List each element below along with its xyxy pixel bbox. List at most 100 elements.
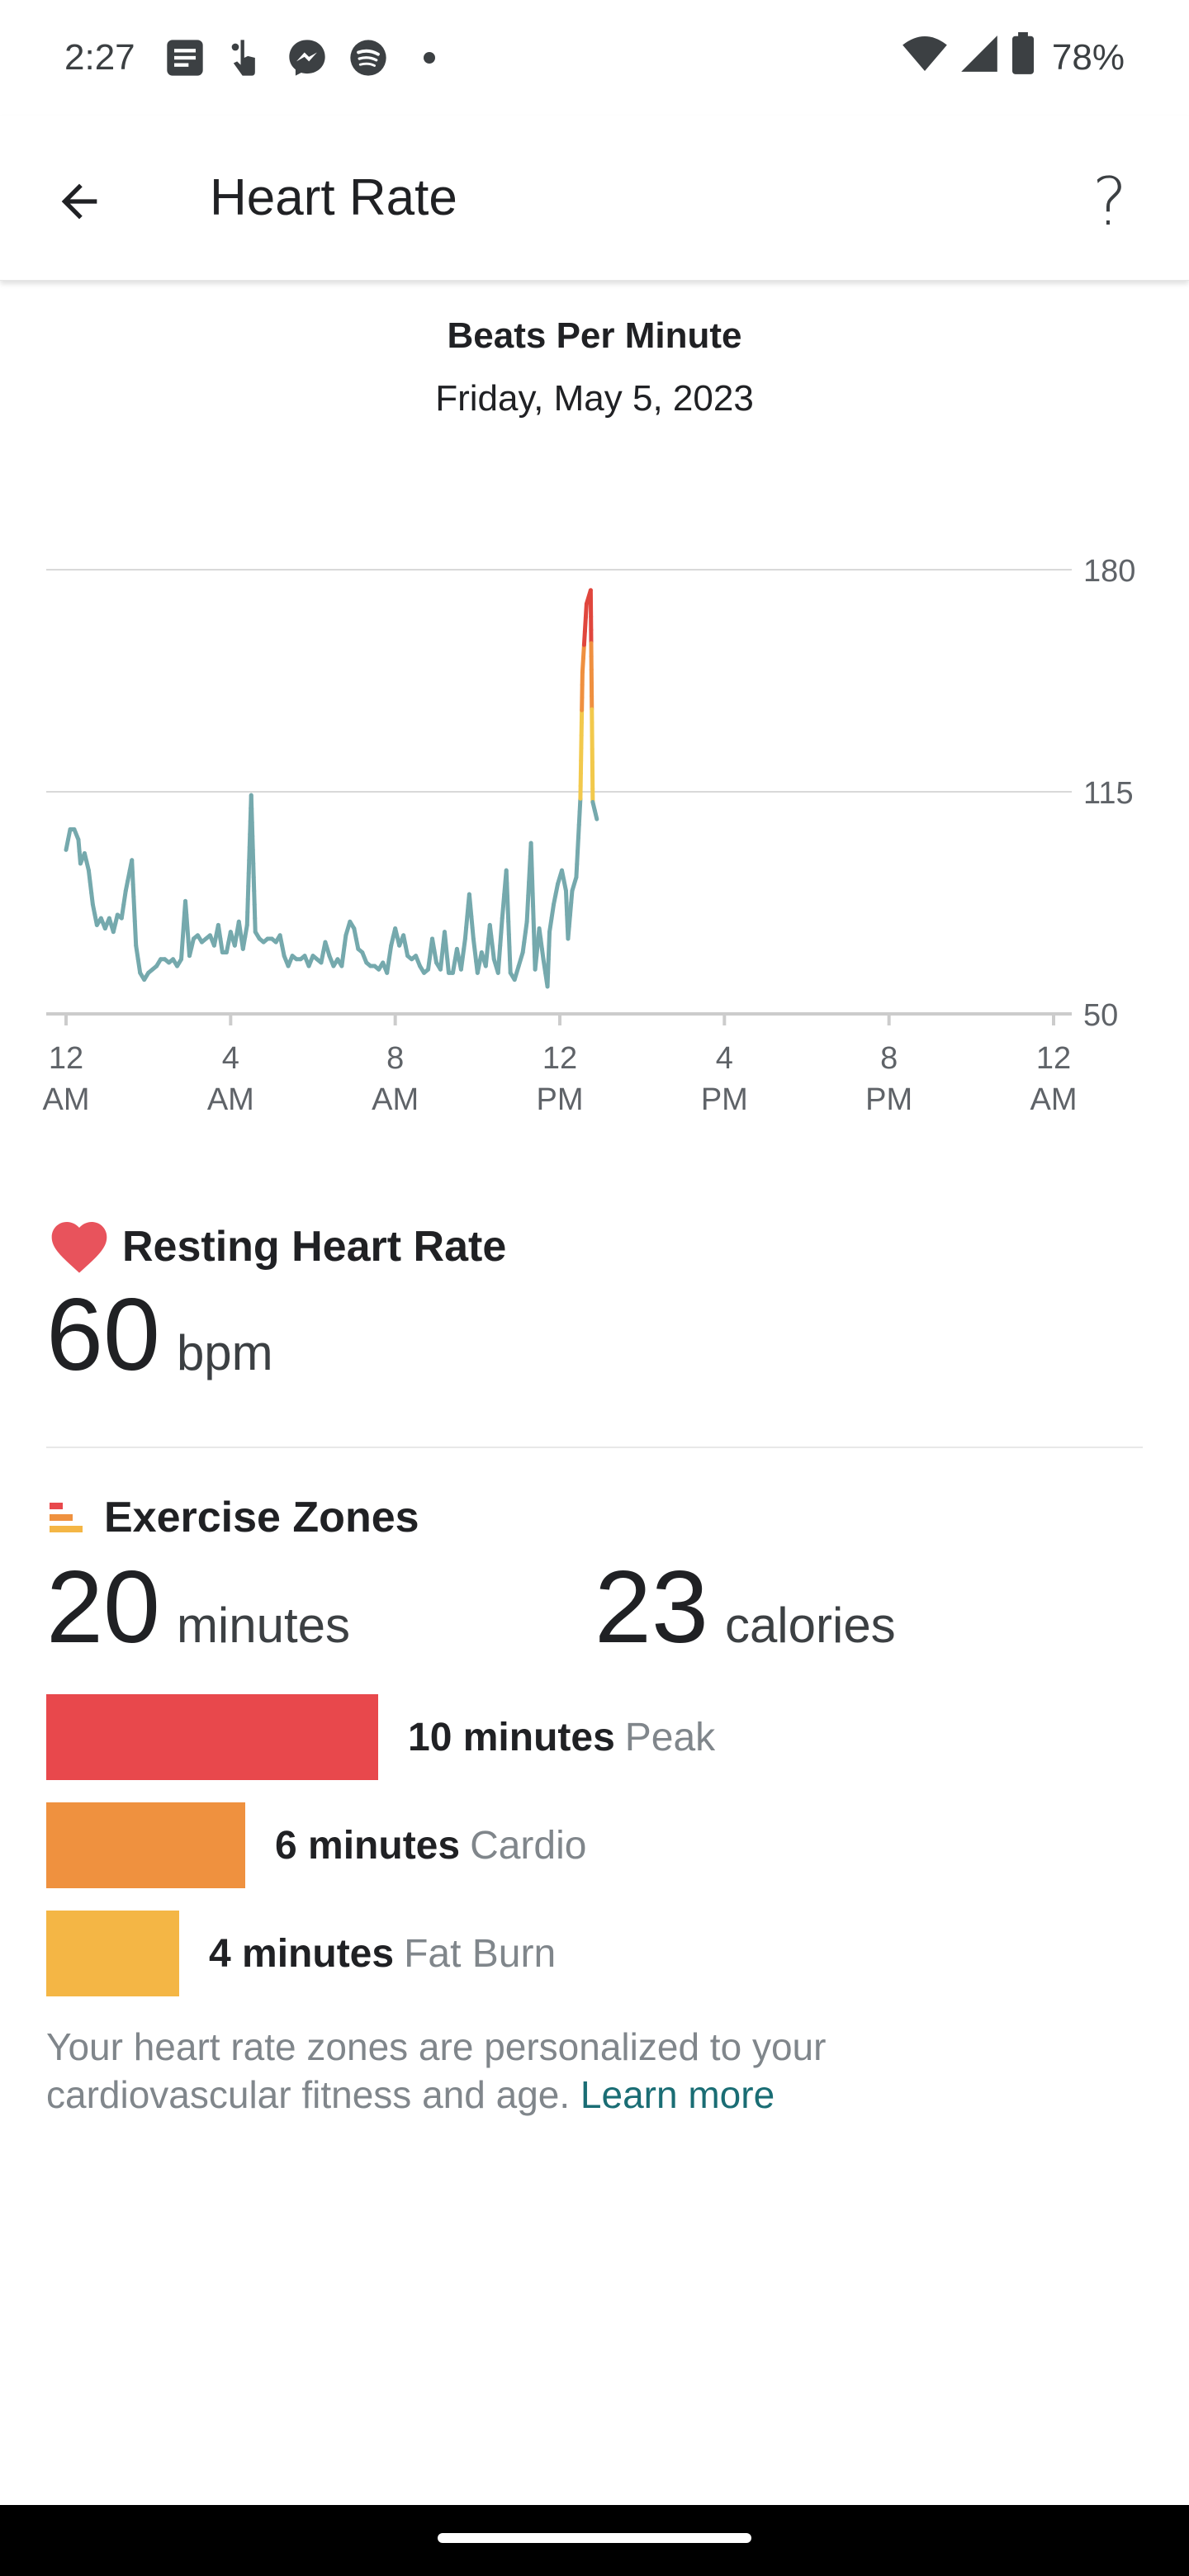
- heart-rate-line-segment: [545, 970, 551, 989]
- heart-rate-line-segment: [134, 943, 140, 962]
- heart-rate-line-segment: [576, 822, 581, 841]
- section-divider: [46, 1447, 1143, 1448]
- y-tick-label: 115: [1083, 776, 1134, 811]
- messenger-icon: [286, 36, 329, 79]
- heart-rate-line-segment: [580, 656, 585, 675]
- heart-rate-line-segment: [438, 954, 444, 972]
- zone-name: Peak: [624, 1715, 716, 1759]
- exercise-zones-header: Exercise Zones: [46, 1493, 419, 1542]
- heart-rate-line-segment: [236, 919, 244, 938]
- zone-text: 4 minutes Fat Burn: [209, 1931, 556, 1977]
- system-icons: 78%: [902, 31, 1125, 84]
- heart-rate-chart-svg: 180 115 50 12 AM 4 AM 8 AM 12 PM 4 PM 8 PM 12 AM: [43, 554, 1136, 1117]
- heart-rate-line-segment: [183, 898, 189, 917]
- heart-rate-line-segment: [527, 867, 532, 885]
- heart-rate-line-segment: [524, 906, 530, 924]
- heart-rate-line-segment: [549, 902, 557, 921]
- message-icon: [163, 36, 206, 79]
- zone-minutes: 6 minutes: [275, 1823, 461, 1868]
- heart-rate-line-segment: [592, 808, 599, 822]
- heart-rate-line-segment: [483, 950, 490, 968]
- dot-icon: [408, 36, 451, 79]
- heart-rate-line-segment: [546, 943, 552, 962]
- heart-rate-line-segment: [570, 874, 579, 893]
- x-tick-label: 12: [542, 1041, 577, 1076]
- zone-name: Fat Burn: [404, 1931, 557, 1976]
- heart-rate-line-segment: [507, 945, 513, 963]
- x-tick-label: 4: [222, 1041, 239, 1076]
- zone-bar-fat-burn: [46, 1911, 179, 1996]
- zone-minutes: 10 minutes: [408, 1715, 615, 1759]
- app-bar: Heart Rate ?: [0, 116, 1189, 281]
- page-title: Heart Rate: [210, 169, 457, 226]
- exercise-minutes-unit: minutes: [176, 1598, 351, 1653]
- x-tick-label: 8: [880, 1041, 898, 1076]
- wifi-icon: [902, 32, 948, 84]
- heart-rate-line-segment: [218, 936, 225, 955]
- chart-date: Friday, May 5, 2023: [435, 378, 754, 419]
- heart-icon: [51, 1222, 107, 1273]
- zone-row-cardio: 6 minutes Cardio: [46, 1802, 586, 1888]
- zone-name: Cardio: [470, 1823, 587, 1868]
- heart-rate-line-segment: [574, 862, 580, 879]
- heart-rate-line-segment: [185, 926, 191, 945]
- x-tick-label-ampm: AM: [372, 1082, 419, 1117]
- heart-rate-line-segment: [504, 893, 510, 912]
- heart-rate-line-segment: [386, 943, 394, 962]
- heart-rate-line-segment: [580, 642, 586, 661]
- spotify-icon: [347, 36, 390, 79]
- x-tick-label-ampm: PM: [701, 1082, 748, 1117]
- notification-icons: [163, 36, 451, 79]
- heart-rate-line-segment: [445, 957, 451, 975]
- x-tick-label-ampm: PM: [865, 1082, 912, 1117]
- chart-heading: Beats Per Minute: [447, 315, 742, 356]
- heart-rate-line-segment: [496, 943, 503, 962]
- signal-icon: [959, 32, 999, 84]
- exercise-calories-unit: calories: [724, 1598, 896, 1653]
- x-tick-label: 4: [716, 1041, 733, 1076]
- arrow-left-icon: [61, 183, 97, 220]
- resting-heart-rate-title: Resting Heart Rate: [122, 1223, 507, 1271]
- zone-text: 6 minutes Cardio: [275, 1823, 586, 1868]
- x-tick-label-ampm: AM: [207, 1082, 254, 1117]
- back-button[interactable]: [46, 168, 112, 234]
- home-indicator[interactable]: [438, 2533, 751, 2543]
- exercise-minutes: 20 minutes: [46, 1556, 350, 1659]
- heart-rate-line-segment: [512, 964, 521, 983]
- zones-note-text: Your heart rate zones are personalized t…: [46, 2025, 827, 2116]
- heart-rate-line-segment: [534, 940, 540, 959]
- zones-note: Your heart rate zones are personalized t…: [46, 2023, 996, 2119]
- heart-rate-line-segment: [583, 601, 589, 620]
- heart-rate-line-segment: [533, 954, 539, 972]
- heart-rate-line-segment: [546, 957, 551, 975]
- zone-bar-peak: [46, 1694, 378, 1780]
- zone-row-fat-burn: 4 minutes Fat Burn: [46, 1911, 556, 1996]
- resting-heart-rate-value: 60 bpm: [46, 1284, 273, 1386]
- heart-rate-line-segment: [495, 957, 501, 975]
- exercise-minutes-number: 20: [46, 1551, 160, 1664]
- zone-text: 10 minutes Peak: [408, 1715, 715, 1760]
- x-tick-label-ampm: AM: [43, 1082, 90, 1117]
- x-tick-label-ampm: AM: [1030, 1082, 1078, 1117]
- exercise-calories: 23 calories: [594, 1556, 896, 1659]
- heart-rate-line-segment: [119, 902, 126, 921]
- heart-rate-line-segment: [526, 880, 532, 898]
- heart-rate-line-segment: [547, 930, 552, 948]
- heart-rate-line-segment: [508, 958, 513, 975]
- heart-rate-line-segment: [323, 940, 332, 959]
- heart-rate-line-segment: [576, 809, 582, 827]
- heart-rate-line-segment: [442, 930, 448, 948]
- x-tick-label: 12: [49, 1041, 83, 1076]
- zone-minutes: 4 minutes: [209, 1931, 395, 1976]
- exercise-zones-title: Exercise Zones: [104, 1494, 419, 1541]
- heart-rate-line-segment: [504, 881, 509, 898]
- heart-rate-chart[interactable]: 180 115 50 12 AM 4 AM 8 AM 12 PM 4 PM 8 PM 12 AM: [0, 528, 1189, 1131]
- x-tick-label-ampm: PM: [537, 1082, 584, 1117]
- learn-more-link[interactable]: Learn more: [580, 2073, 775, 2116]
- touch-icon: [225, 36, 268, 79]
- help-button[interactable]: ?: [1077, 163, 1143, 240]
- status-time: 2:27: [64, 37, 135, 78]
- heart-rate-line-segment: [576, 836, 580, 854]
- y-tick-label: 180: [1083, 554, 1135, 589]
- heart-rate-line-segment: [439, 942, 446, 959]
